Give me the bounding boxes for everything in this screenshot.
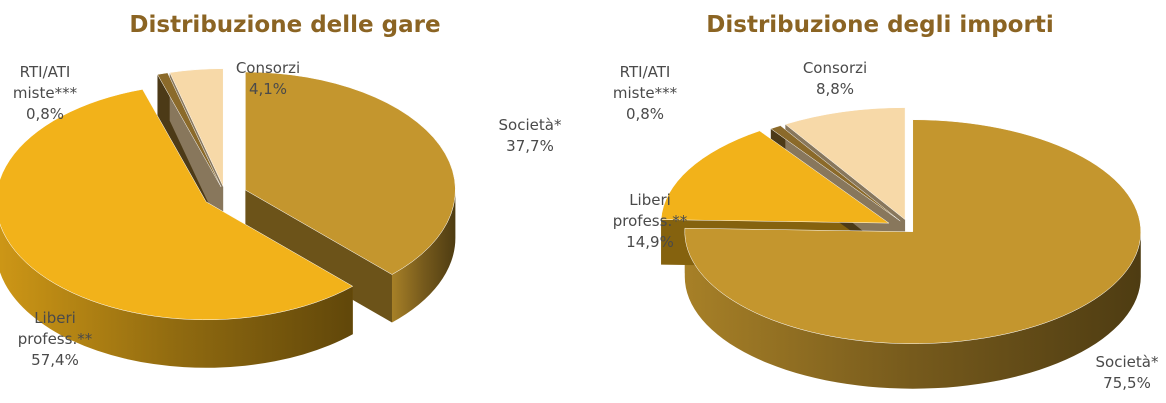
slice-cut <box>245 190 392 323</box>
slice-label: Consorzi 4,1% <box>218 58 318 100</box>
category-label: Società* <box>1095 353 1159 371</box>
slice <box>784 107 906 221</box>
value-label: 0,8% <box>625 105 665 123</box>
slice-label: Liberi profess.** 14,9% <box>600 190 700 253</box>
slice <box>157 72 222 188</box>
slice-label: Liberi profess.** 57,4% <box>5 308 105 371</box>
category-label: Liberi profess.** <box>612 191 688 230</box>
slice-label: Società* 75,5% <box>1077 352 1166 394</box>
slice <box>770 125 901 222</box>
slice-side <box>391 190 456 323</box>
category-label: RTI/ATI miste*** <box>12 63 78 102</box>
chart-title: Distribuzione degli importi <box>706 12 1054 38</box>
value-label: 75,5% <box>1103 374 1151 392</box>
slice <box>660 130 890 224</box>
slice <box>169 68 224 187</box>
category-label: Società* <box>498 116 562 134</box>
slice-side <box>0 224 353 368</box>
category-label: RTI/ATI miste*** <box>612 63 678 102</box>
slice <box>0 89 354 320</box>
value-label: 8,8% <box>815 80 855 98</box>
slice-label: Consorzi 8,8% <box>785 58 885 100</box>
value-label: 14,9% <box>626 233 674 251</box>
category-label: Consorzi <box>235 59 301 77</box>
slice <box>245 71 456 275</box>
chart-title: Distribuzione delle gare <box>129 12 441 38</box>
slice-label: RTI/ATI miste*** 0,8% <box>0 62 95 125</box>
slice-side <box>684 231 1141 389</box>
category-label: Liberi profess.** <box>17 309 93 348</box>
value-label: 0,8% <box>25 105 65 123</box>
category-label: Consorzi <box>802 59 868 77</box>
value-label: 4,1% <box>248 80 288 98</box>
slice <box>684 119 1141 344</box>
value-label: 57,4% <box>31 351 79 369</box>
value-label: 37,7% <box>506 137 554 155</box>
slice-label: Società* 37,7% <box>480 115 580 157</box>
slice-label: RTI/ATI miste*** 0,8% <box>595 62 695 125</box>
